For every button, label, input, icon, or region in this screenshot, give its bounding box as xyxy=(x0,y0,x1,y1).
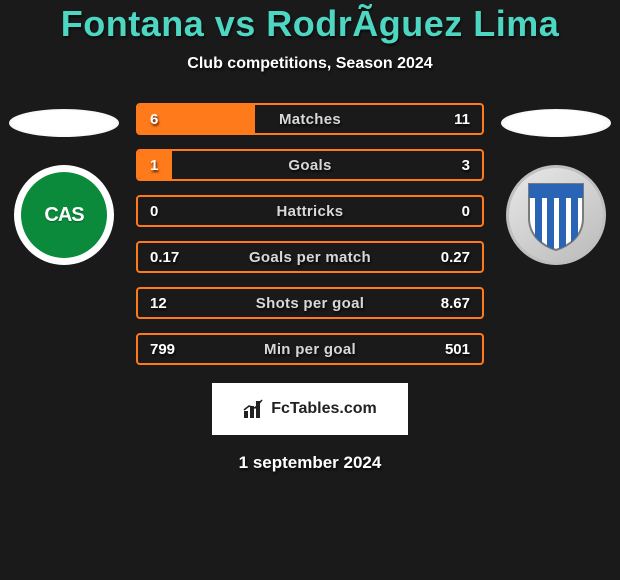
stat-value-right: 3 xyxy=(412,157,482,174)
stat-label: Shots per goal xyxy=(208,295,412,312)
team-badge-left-letters: CAS xyxy=(44,204,83,227)
body-row: CAS 6 Matches 11 1 Goals 3 0 Hattricks xyxy=(0,103,620,365)
stat-value-left: 799 xyxy=(138,341,208,358)
stat-row-gpm: 0.17 Goals per match 0.27 xyxy=(136,241,484,273)
stat-label: Hattricks xyxy=(208,203,412,220)
stat-row-goals: 1 Goals 3 xyxy=(136,149,484,181)
comparison-card: Fontana vs RodrÃ­guez Lima Club competit… xyxy=(0,0,620,473)
date-label: 1 september 2024 xyxy=(0,453,620,473)
team-badge-left: CAS xyxy=(14,165,114,265)
player-photo-placeholder-left xyxy=(9,109,119,137)
stat-value-right: 11 xyxy=(412,111,482,128)
stat-value-left: 0 xyxy=(138,203,208,220)
page-title: Fontana vs RodrÃ­guez Lima xyxy=(0,3,620,45)
brand-footer[interactable]: FcTables.com xyxy=(212,383,408,435)
stat-label: Goals xyxy=(208,157,412,174)
stat-value-left: 1 xyxy=(138,157,208,174)
stat-label: Goals per match xyxy=(208,249,412,266)
stat-row-hattricks: 0 Hattricks 0 xyxy=(136,195,484,227)
subtitle: Club competitions, Season 2024 xyxy=(0,55,620,73)
stat-label: Matches xyxy=(208,111,412,128)
stat-value-right: 0.27 xyxy=(412,249,482,266)
right-side xyxy=(498,103,614,265)
left-side: CAS xyxy=(6,103,122,265)
shield-icon xyxy=(525,180,587,252)
team-badge-right-shield xyxy=(525,180,587,250)
stat-row-mpg: 799 Min per goal 501 xyxy=(136,333,484,365)
stat-label: Min per goal xyxy=(208,341,412,358)
team-badge-right xyxy=(506,165,606,265)
team-badge-left-inner: CAS xyxy=(21,172,107,258)
player-photo-placeholder-right xyxy=(501,109,611,137)
stat-value-right: 0 xyxy=(412,203,482,220)
bar-chart-icon xyxy=(243,399,265,419)
stat-value-right: 501 xyxy=(412,341,482,358)
stats-block: 6 Matches 11 1 Goals 3 0 Hattricks 0 0.1… xyxy=(136,103,484,365)
stat-value-left: 12 xyxy=(138,295,208,312)
stat-row-spg: 12 Shots per goal 8.67 xyxy=(136,287,484,319)
stat-row-matches: 6 Matches 11 xyxy=(136,103,484,135)
stat-value-right: 8.67 xyxy=(412,295,482,312)
stat-value-left: 6 xyxy=(138,111,208,128)
brand-text: FcTables.com xyxy=(271,400,377,418)
stat-value-left: 0.17 xyxy=(138,249,208,266)
